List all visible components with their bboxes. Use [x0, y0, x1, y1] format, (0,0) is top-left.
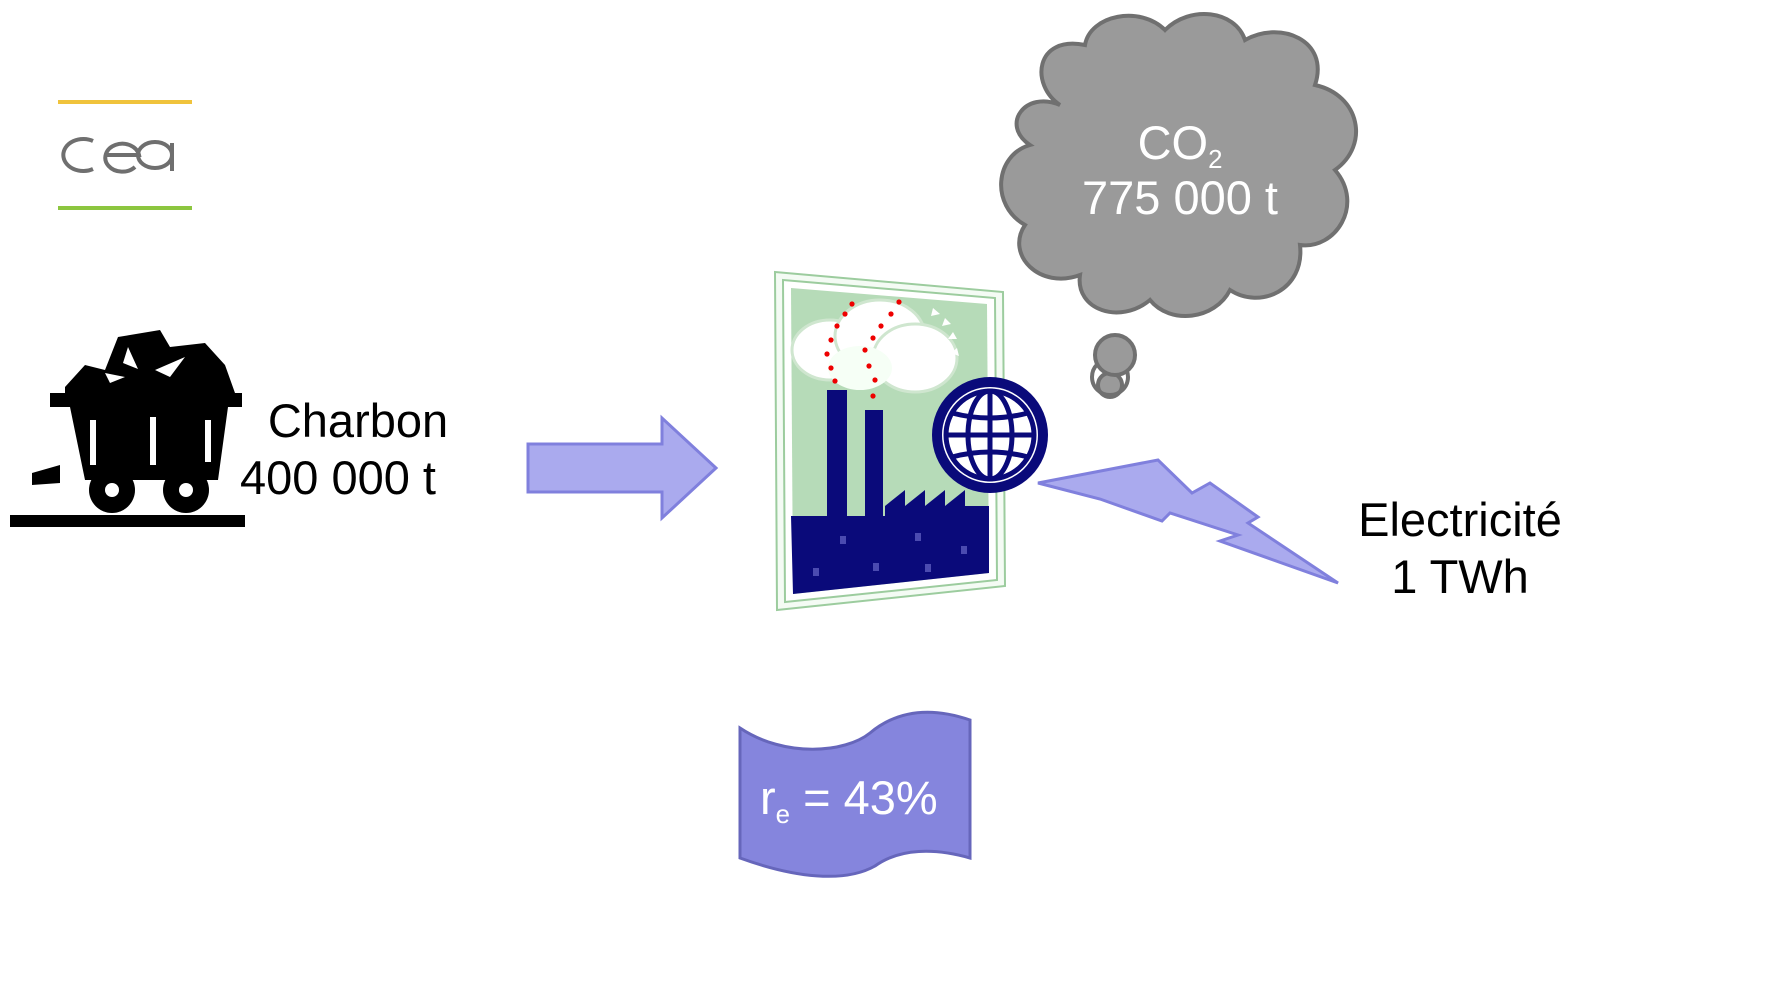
coal-name: Charbon [267, 394, 449, 447]
electricity-name: Electricité [1358, 493, 1562, 546]
electricity-amount: 1 TWh [1391, 550, 1529, 603]
banner-flag-icon [735, 708, 975, 878]
co2-amount: 775 000 t [1081, 171, 1278, 225]
co2-cloud-icon [990, 5, 1375, 400]
coal-amount: 400 000 t [239, 451, 436, 504]
co2-name: CO2 [1137, 116, 1223, 175]
lightning-bolt-icon [1030, 455, 1350, 590]
cea-logo [55, 95, 195, 215]
cea-logo-graphic [58, 100, 192, 210]
efficiency-label: re = 43% [760, 771, 938, 830]
coal-cart-icon [10, 325, 245, 530]
co2-label: CO2 775 000 t [1060, 115, 1300, 226]
arrow-right-icon [520, 410, 725, 525]
globe-icon [928, 373, 1053, 498]
power-plant-icon [765, 268, 1010, 613]
